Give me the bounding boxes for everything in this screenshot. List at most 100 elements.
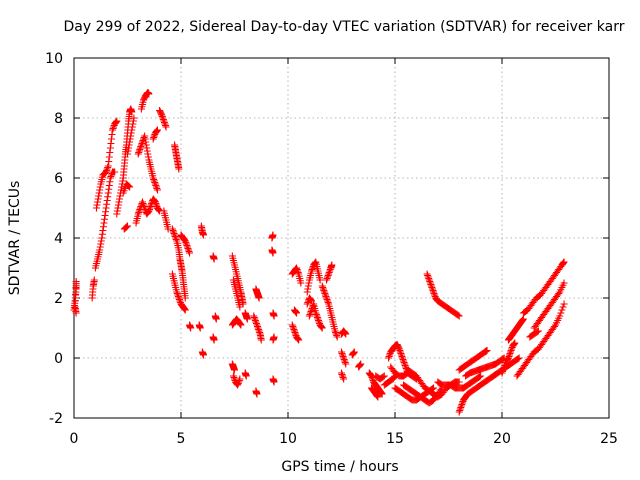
x-tick-label: 25 [600,431,618,447]
data-point-plus [196,324,204,332]
data-point-plus [534,327,542,335]
data-point-plus [483,347,491,354]
data-points [70,89,568,416]
data-point-plus [145,90,153,98]
data-point-plus [181,294,189,302]
data-point-plus [199,351,207,359]
data-point-plus [340,375,348,383]
data-point-plus [511,339,519,347]
data-point-plus [318,324,326,332]
y-axis-label: SDTVAR / TECUs [7,181,23,296]
data-point-plus [124,222,131,230]
data-point-plus [515,354,523,362]
data-point-plus [72,290,80,298]
x-tick-label: 0 [70,431,79,447]
data-point-plus [270,378,278,386]
data-point-plus [560,300,568,308]
data-point-plus [130,114,138,122]
data-point-plus [122,224,130,231]
x-tick-label: 5 [177,431,186,447]
data-point-plus [236,375,244,383]
data-point-plus [455,312,463,320]
y-tick-label: 0 [54,351,63,367]
data-point-plus [379,373,387,381]
y-tick-label: 8 [54,111,63,127]
data-point-plus [128,108,136,116]
data-point-plus [113,117,121,125]
data-point-plus [476,373,484,381]
x-axis-label: GPS time / hours [281,459,398,475]
data-point-plus [350,348,358,356]
data-point-plus [181,306,189,314]
grid [74,58,609,418]
data-point-plus [270,333,278,341]
data-point-plus [162,123,170,131]
data-point-plus [374,393,382,401]
data-point-plus [123,223,131,231]
y-tick-label: 6 [54,171,63,187]
data-point-plus [378,390,386,398]
data-point-plus [212,315,220,323]
data-point-plus [257,336,265,344]
data-point-plus [239,300,247,308]
data-point-plus [72,309,80,317]
data-point-plus [533,328,541,336]
data-point-plus [269,231,277,239]
data-point-plus [556,312,564,320]
data-point-plus [237,321,245,329]
data-point-plus [297,279,305,287]
data-point-plus [316,276,324,284]
chart-title: Day 299 of 2022, Sidereal Day-to-day VTE… [64,19,625,35]
data-point-plus [519,315,527,323]
data-point-plus [559,303,567,311]
data-point-plus [269,249,277,257]
data-point-plus [454,311,462,319]
data-point-plus [210,255,218,263]
y-tick-label: -2 [49,411,63,427]
data-point-plus [342,360,350,368]
data-point-plus [293,309,301,317]
data-point-plus [242,372,250,380]
x-tick-label: 10 [279,431,297,447]
data-point-plus [455,378,463,386]
x-tick-label: 15 [386,431,404,447]
x-tick-label: 20 [493,431,511,447]
data-point-plus [477,372,485,380]
y-tick-label: 4 [54,231,63,247]
data-point-plus [380,372,388,380]
data-point-plus [558,306,566,314]
data-point-plus [124,182,132,189]
data-point-plus [125,182,133,190]
data-point-plus [333,333,341,341]
y-tick-label: 2 [54,291,63,307]
data-point-plus [111,168,119,176]
data-point-plus [236,303,244,311]
data-point-plus [231,366,238,374]
data-point-plus [328,261,336,269]
data-point-plus [430,384,438,392]
data-point-plus [357,360,365,368]
data-point-plus [72,278,80,285]
data-point-plus [342,330,350,338]
data-point-plus [295,336,303,344]
data-point-plus [210,336,218,344]
data-point-plus [175,165,183,173]
data-point-plus [557,309,565,317]
data-point-plus [72,284,80,292]
data-point-plus [255,294,263,302]
data-point-plus [186,249,194,257]
data-point-plus [153,126,161,134]
data-point-plus [555,290,563,297]
data-point-plus [187,324,195,332]
data-point-plus [560,279,568,287]
data-point-plus [90,276,98,284]
data-point-plus [71,297,79,305]
data-point-plus [270,312,278,320]
data-point-plus [126,183,134,191]
data-point-plus [243,315,251,323]
data-point-plus [560,258,568,266]
data-point-plus [514,355,522,363]
data-point-plus [550,323,558,330]
data-point-plus [253,390,261,398]
